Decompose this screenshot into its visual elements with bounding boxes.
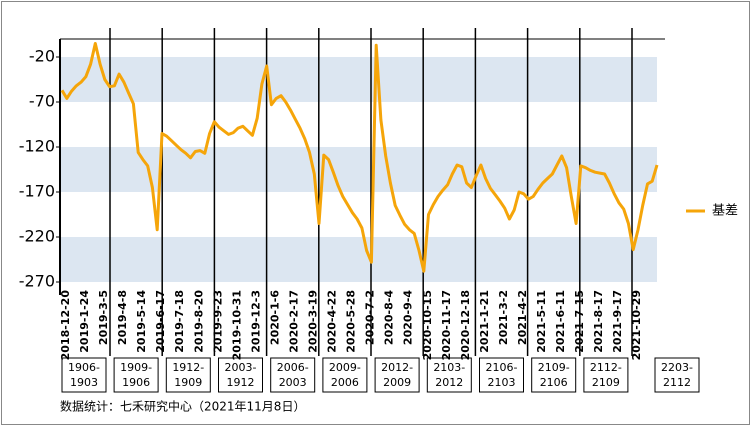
contract-label: 2106 <box>540 376 568 389</box>
contract-label: 2009 <box>383 376 411 389</box>
contract-box <box>322 357 368 393</box>
contract-box <box>654 357 700 393</box>
x-tick-label: 2019-4-8 <box>116 290 129 345</box>
y-tick-label: -220 <box>19 227 55 246</box>
x-tick-label: 2019-5-14 <box>135 290 148 353</box>
x-tick-label: 2019-9-23 <box>211 290 224 353</box>
y-tick-label: -270 <box>19 272 55 291</box>
x-tick-label: 2021-4-2 <box>516 290 529 345</box>
contract-box <box>165 357 211 393</box>
y-tick-label: -20 <box>29 47 55 66</box>
x-tick-label: 2020-1-6 <box>268 290 281 345</box>
contract-label: 2009- <box>329 361 361 374</box>
x-tick-label: 2021-8-17 <box>592 290 605 353</box>
x-tick-label: 2021-1-21 <box>478 290 491 353</box>
contract-label: 1903 <box>70 376 98 389</box>
contract-label: 2012 <box>435 376 463 389</box>
contract-box <box>583 357 629 393</box>
y-tick-label: -70 <box>29 92 55 111</box>
contract-label: 2103- <box>433 361 465 374</box>
x-tick-label: 2019-8-20 <box>192 290 205 353</box>
x-tick-label: 2021-7-15 <box>573 290 586 353</box>
y-tick-label: -170 <box>19 182 55 201</box>
contract-label: 2006 <box>331 376 359 389</box>
x-tick-label: 2019-3-5 <box>97 290 110 345</box>
x-tick-label: 2019-10-31 <box>230 290 243 360</box>
contract-label: 1909- <box>120 361 152 374</box>
contract-box <box>61 357 107 393</box>
contract-label: 2003- <box>225 361 257 374</box>
band <box>60 237 657 282</box>
x-tick-label: 2021-5-11 <box>535 290 548 353</box>
contract-label: 2106- <box>486 361 518 374</box>
contract-label: 1906- <box>68 361 100 374</box>
contract-box <box>479 357 524 393</box>
contract-label: 2012- <box>381 361 413 374</box>
contract-label: 1909 <box>174 376 202 389</box>
contract-label: 1912 <box>227 376 255 389</box>
contract-label: 2112 <box>663 376 691 389</box>
note: 数据统计：七禾研究中心（2021年11月8日） <box>60 399 305 414</box>
x-tick-label: 2020-2-17 <box>287 290 300 353</box>
x-tick-label: 2020-11-17 <box>440 290 453 360</box>
x-tick-label: 2021-3-2 <box>497 290 510 345</box>
contract-label: 2112- <box>590 361 622 374</box>
x-tick-label: 2021-6-11 <box>554 290 567 353</box>
contract-label: 2003 <box>279 376 307 389</box>
legend-label: 基差 <box>712 204 738 219</box>
contract-box <box>426 357 472 393</box>
x-tick-label: 2019-12-3 <box>249 290 262 353</box>
contract-label: 2006- <box>277 361 309 374</box>
x-tick-label: 2020-12-18 <box>459 290 472 360</box>
contract-label: 2203- <box>661 361 693 374</box>
contract-label: 2109 <box>592 376 620 389</box>
x-tick-label: 2021-10-29 <box>630 290 643 360</box>
x-tick-label: 2020-10-15 <box>421 290 434 360</box>
x-tick-label: 2020-4-22 <box>326 290 339 353</box>
contract-label: 2109- <box>538 361 570 374</box>
y-tick-label: -120 <box>19 137 55 156</box>
x-tick-label: 2020-3-19 <box>307 290 320 353</box>
contract-box <box>218 357 263 393</box>
contract-label: 1906 <box>122 376 150 389</box>
series-line <box>60 42 659 273</box>
x-tick-label: 2021-9-17 <box>611 290 624 353</box>
x-tick-label: 2020-9-4 <box>402 290 415 345</box>
x-tick-label: 2019-7-18 <box>173 290 186 353</box>
contract-box <box>531 357 577 393</box>
x-tick-label: 2020-7-2 <box>364 290 377 345</box>
x-tick-label: 2019-1-24 <box>78 290 91 353</box>
contract-label: 2103 <box>488 376 516 389</box>
x-tick-label: 2020-5-28 <box>345 290 358 353</box>
x-tick-label: 2020-8-4 <box>383 290 396 345</box>
band <box>60 57 657 102</box>
contract-box <box>113 357 159 393</box>
contract-label: 1912- <box>172 361 204 374</box>
contract-box <box>374 357 420 393</box>
x-tick-label: 2019-6-17 <box>154 290 167 353</box>
x-tick-label: 2018-12-20 <box>59 290 72 361</box>
contract-box <box>270 357 316 393</box>
